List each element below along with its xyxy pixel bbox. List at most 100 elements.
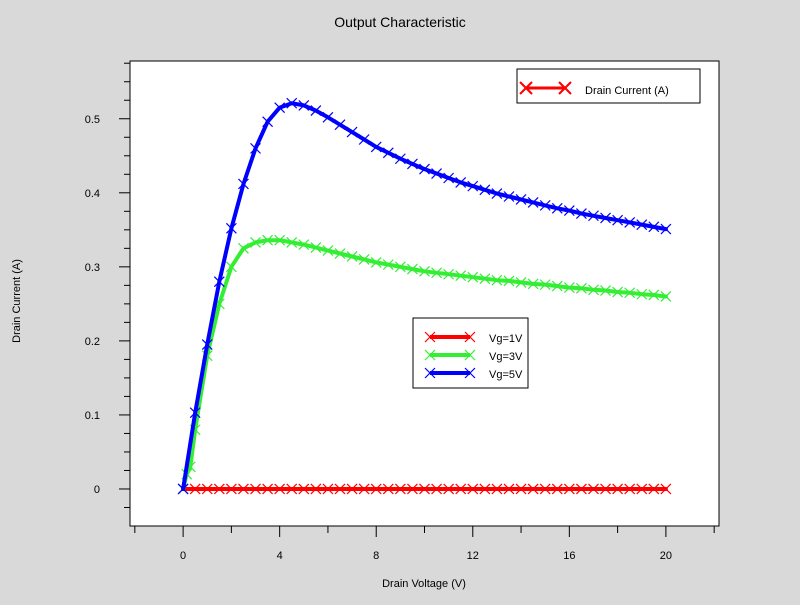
data-point-vg-3v bbox=[238, 242, 249, 254]
legend-swatch-marker bbox=[424, 367, 436, 379]
y-tick-label: 0.1 bbox=[85, 410, 100, 422]
data-point-vg-1v bbox=[225, 483, 237, 495]
data-point-vg-3v bbox=[358, 254, 370, 265]
data-point-vg-5v bbox=[334, 119, 346, 131]
data-point-vg-5v bbox=[286, 97, 298, 109]
data-point-vg-1v bbox=[636, 483, 648, 495]
y-tick-label: 0 bbox=[94, 484, 100, 496]
data-point-vg-3v bbox=[334, 248, 346, 259]
data-point-vg-5v bbox=[310, 105, 322, 117]
data-point-vg-1v bbox=[346, 483, 358, 495]
legend-mid: Vg=1V Vg=3V Vg=5V bbox=[412, 317, 529, 389]
data-point-vg-5v bbox=[431, 168, 442, 179]
data-point-vg-5v bbox=[213, 276, 225, 288]
data-point-vg-3v bbox=[431, 267, 442, 279]
y-tick-label: 0.4 bbox=[85, 188, 100, 200]
data-point-vg-1v bbox=[274, 483, 286, 495]
data-point-vg-1v bbox=[588, 483, 599, 495]
data-point-vg-1v bbox=[201, 483, 213, 495]
data-point-vg-1v bbox=[298, 483, 310, 495]
data-point-vg-1v bbox=[648, 483, 660, 495]
data-point-vg-3v bbox=[394, 261, 406, 273]
data-point-vg-5v bbox=[443, 172, 455, 184]
data-point-vg-1v bbox=[624, 483, 636, 495]
data-point-vg-3v bbox=[262, 234, 274, 246]
data-point-vg-3v bbox=[443, 268, 455, 280]
data-point-vg-3v bbox=[286, 236, 298, 248]
data-point-vg-3v bbox=[503, 275, 515, 287]
series-layer bbox=[177, 97, 672, 495]
legend-top-swatch bbox=[519, 81, 572, 95]
data-point-vg-1v bbox=[443, 483, 455, 495]
legend-label-vg1: Vg=1V bbox=[489, 333, 523, 345]
data-point-vg-3v bbox=[636, 288, 648, 300]
data-point-vg-5v bbox=[539, 199, 551, 211]
legend-swatch-marker bbox=[464, 367, 476, 379]
data-point-vg-5v bbox=[274, 102, 286, 114]
data-point-vg-1v bbox=[250, 483, 261, 495]
series-vg-5v bbox=[177, 97, 672, 495]
data-point-vg-3v bbox=[600, 285, 611, 296]
data-point-vg-5v bbox=[262, 116, 274, 128]
data-point-vg-1v bbox=[539, 483, 551, 495]
data-point-vg-5v bbox=[298, 100, 310, 111]
x-tick-label: 20 bbox=[660, 550, 672, 562]
data-point-vg-1v bbox=[189, 483, 201, 495]
legend-swatch-marker bbox=[424, 331, 436, 343]
data-point-vg-3v bbox=[491, 274, 503, 286]
data-point-vg-5v bbox=[575, 208, 587, 219]
data-point-vg-1v bbox=[467, 483, 479, 495]
data-point-vg-1v bbox=[213, 483, 225, 495]
data-point-vg-3v bbox=[298, 239, 310, 251]
data-point-vg-5v bbox=[551, 202, 563, 214]
data-point-vg-1v bbox=[370, 483, 382, 495]
y-axis-label: Drain Current (A) bbox=[11, 259, 23, 343]
data-point-vg-3v bbox=[551, 280, 563, 292]
data-point-vg-1v bbox=[600, 483, 611, 495]
data-point-vg-5v bbox=[660, 223, 672, 235]
data-point-vg-1v bbox=[491, 483, 503, 495]
data-point-vg-5v bbox=[455, 177, 467, 188]
data-point-vg-3v bbox=[479, 273, 491, 285]
data-point-vg-5v bbox=[563, 205, 575, 216]
data-point-vg-5v bbox=[394, 153, 406, 165]
data-point-vg-3v bbox=[225, 261, 237, 273]
legend-top: Drain Current (A) bbox=[516, 68, 701, 104]
data-point-vg-1v bbox=[394, 483, 406, 495]
data-point-vg-5v bbox=[648, 221, 660, 233]
data-point-vg-3v bbox=[382, 259, 394, 271]
x-tick-label: 12 bbox=[467, 550, 479, 562]
data-point-vg-1v bbox=[563, 483, 575, 495]
data-point-vg-3v bbox=[612, 286, 624, 298]
legend-top-box bbox=[516, 68, 701, 104]
data-point-vg-3v bbox=[346, 251, 358, 262]
data-point-vg-1v bbox=[407, 483, 418, 495]
data-point-vg-5v bbox=[238, 178, 249, 190]
data-point-vg-1v bbox=[310, 483, 322, 495]
data-point-vg-5v bbox=[407, 158, 418, 170]
data-point-vg-5v bbox=[370, 141, 382, 153]
data-point-vg-1v bbox=[551, 483, 563, 495]
legend-mid-swatches bbox=[424, 331, 476, 379]
chart-title: Output Characteristic bbox=[334, 14, 466, 30]
data-point-vg-1v bbox=[575, 483, 587, 495]
data-point-vg-1v bbox=[238, 483, 249, 495]
data-point-vg-1v bbox=[660, 483, 672, 495]
x-tick-label: 16 bbox=[563, 550, 575, 562]
data-point-vg-5v bbox=[419, 163, 430, 175]
data-point-vg-5v bbox=[612, 214, 624, 226]
data-point-vg-3v bbox=[467, 271, 479, 283]
data-point-vg-5v bbox=[515, 194, 527, 205]
legend-swatch-marker bbox=[424, 349, 436, 361]
data-point-vg-1v bbox=[358, 483, 370, 495]
y-tick-label: 0.5 bbox=[85, 114, 100, 126]
data-point-vg-5v bbox=[201, 339, 213, 351]
data-point-vg-3v bbox=[624, 287, 636, 299]
y-tick-label: 0.2 bbox=[85, 336, 100, 348]
legend-swatch-marker bbox=[464, 349, 476, 361]
data-point-vg-5v bbox=[346, 126, 358, 138]
data-point-vg-5v bbox=[491, 188, 503, 199]
data-point-vg-1v bbox=[334, 483, 346, 495]
x-axis: 0 4 8 12 16 20 bbox=[134, 526, 715, 562]
